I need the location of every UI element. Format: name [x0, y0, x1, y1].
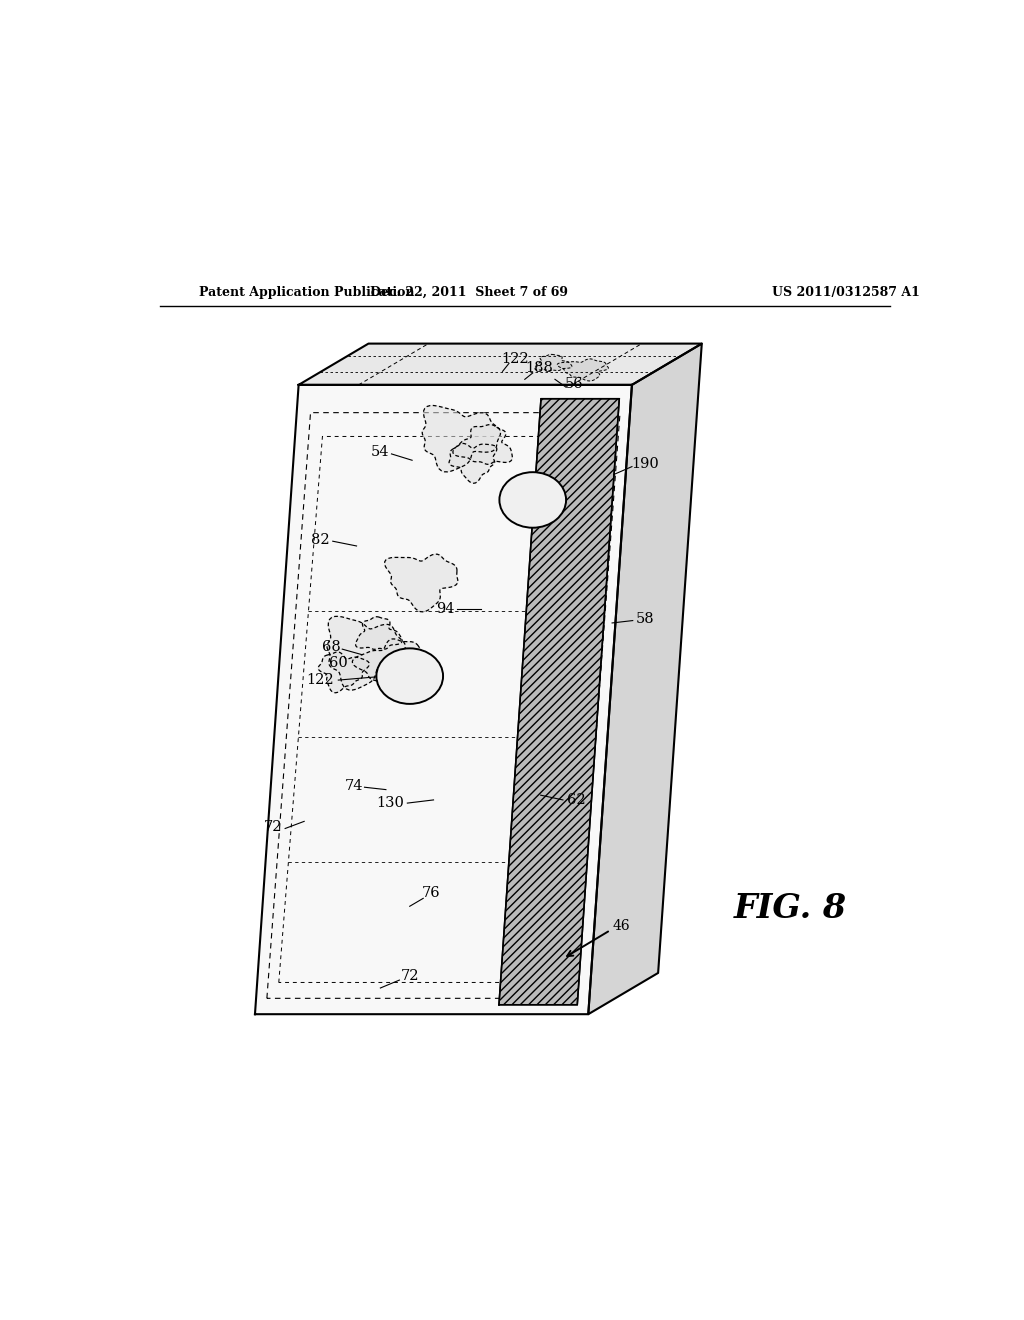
- Ellipse shape: [500, 473, 566, 528]
- Text: 46: 46: [612, 919, 631, 933]
- Text: 56: 56: [564, 378, 584, 391]
- Text: 62: 62: [567, 793, 586, 807]
- Text: 188: 188: [525, 362, 553, 375]
- Text: FIG. 8: FIG. 8: [734, 892, 847, 925]
- Polygon shape: [299, 343, 701, 385]
- Text: Patent Application Publication: Patent Application Publication: [200, 286, 415, 298]
- Text: 72: 72: [400, 969, 419, 983]
- Text: US 2011/0312587 A1: US 2011/0312587 A1: [772, 286, 921, 298]
- Text: 122: 122: [306, 673, 334, 688]
- Polygon shape: [352, 639, 426, 692]
- Text: 130: 130: [376, 796, 403, 810]
- Text: 190: 190: [632, 457, 659, 471]
- Text: 68: 68: [322, 640, 341, 653]
- Polygon shape: [255, 385, 632, 1014]
- Text: 74: 74: [345, 779, 364, 792]
- Polygon shape: [450, 444, 497, 483]
- Ellipse shape: [377, 648, 443, 704]
- Polygon shape: [453, 425, 512, 465]
- Polygon shape: [588, 343, 701, 1014]
- Text: 82: 82: [310, 533, 330, 546]
- Polygon shape: [499, 399, 620, 1005]
- Text: 72: 72: [264, 820, 283, 834]
- Polygon shape: [327, 616, 406, 690]
- Text: 60: 60: [329, 656, 348, 669]
- Polygon shape: [535, 354, 572, 371]
- Text: 76: 76: [422, 886, 440, 900]
- Text: 94: 94: [436, 602, 455, 616]
- Polygon shape: [355, 616, 402, 649]
- Polygon shape: [557, 359, 608, 381]
- Polygon shape: [318, 652, 370, 693]
- Text: Dec. 22, 2011  Sheet 7 of 69: Dec. 22, 2011 Sheet 7 of 69: [371, 286, 568, 298]
- Polygon shape: [422, 405, 501, 471]
- Text: 58: 58: [636, 612, 654, 626]
- Text: 54: 54: [371, 445, 389, 459]
- Polygon shape: [385, 554, 458, 612]
- Text: 122: 122: [502, 351, 529, 366]
